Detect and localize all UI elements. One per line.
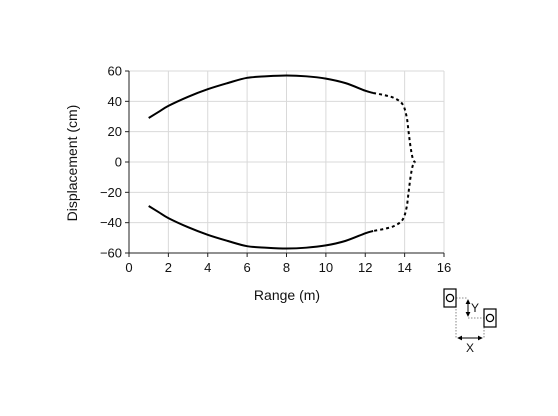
inset-sensor-circle-2 [485,313,495,323]
x-tick-label: 4 [204,260,211,275]
y-tick-label: 20 [108,124,122,139]
series-line-3-solid [148,205,374,250]
y-axis-title: Displacement (cm) [64,105,80,222]
y-tick-label: −20 [100,185,122,200]
x-tick-label: 6 [244,260,251,275]
x-tick-label: 8 [283,260,290,275]
series-line-1-solid [148,74,374,119]
inset-sensor-circle-1 [445,293,455,303]
series-line-2-dashed [372,92,416,232]
axes-layer [125,70,445,257]
x-tick-label: 10 [319,260,333,275]
x-tick-label: 12 [358,260,372,275]
y-tick-label: 40 [108,94,122,109]
inset-x-label: X [466,341,474,355]
inset-y-label: Y [471,301,479,315]
offset-inset-diagram: Y X [443,288,497,355]
y-tick-label: −60 [100,246,122,261]
x-axis-title: Range (m) [254,287,320,303]
grid-layer [128,70,445,254]
series-layer [148,74,416,250]
y-tick-label: 0 [115,155,122,170]
y-tick-label: −40 [100,215,122,230]
x-tick-label: 0 [125,260,132,275]
x-tick-label: 14 [397,260,411,275]
x-tick-label: 2 [165,260,172,275]
ticks-layer: 0 2 4 6 8 10 12 14 16 60 40 20 0 −20 −40 −60 [100,64,451,276]
y-tick-label: 60 [108,64,122,79]
x-tick-label: 16 [437,260,451,275]
